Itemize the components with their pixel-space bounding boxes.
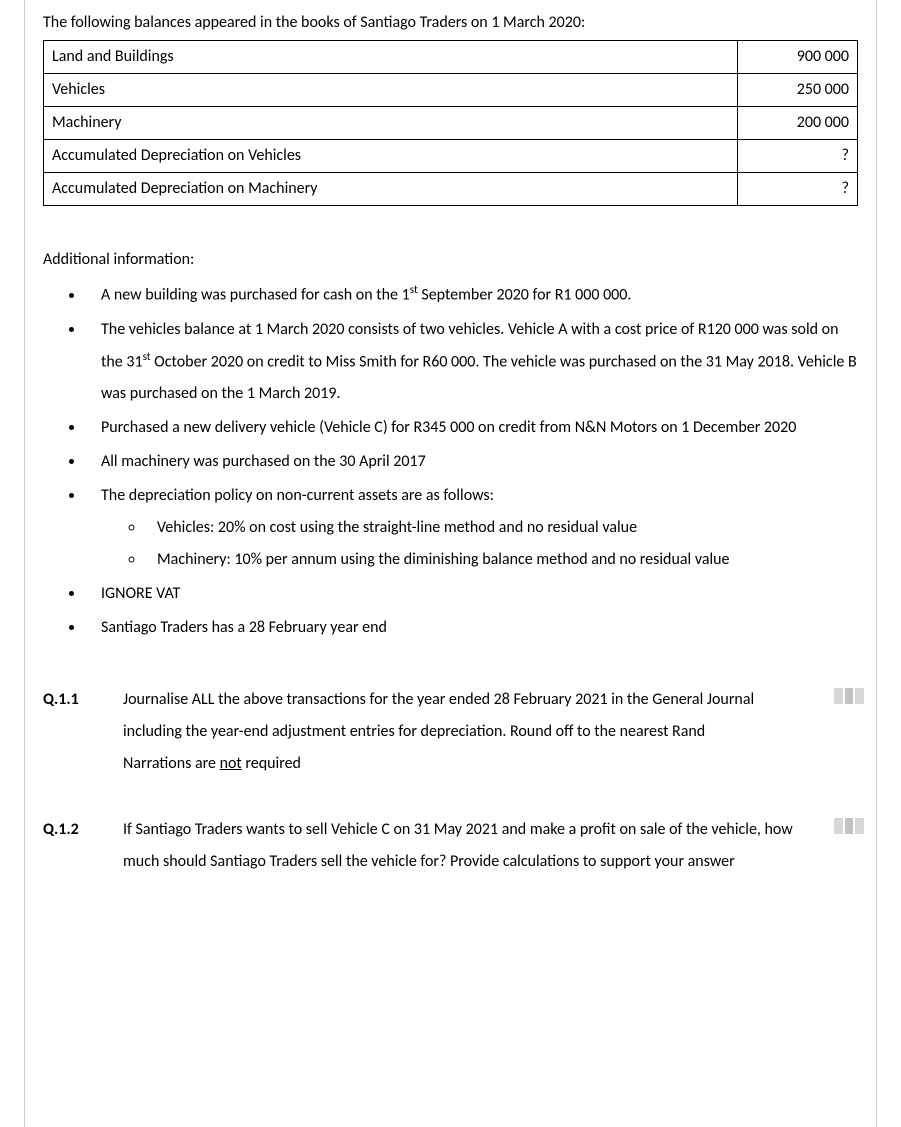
balance-value: 900 000 — [738, 41, 858, 74]
table-row: Accumulated Depreciation on Vehicles ? — [44, 140, 858, 173]
question-1-2: Q.1.2 If Santiago Traders wants to sell … — [43, 814, 858, 878]
table-row: Machinery 200 000 — [44, 107, 858, 140]
list-item: Machinery: 10% per annum using the dimin… — [145, 544, 858, 576]
question-1-1: Q.1.1 Journalise ALL the above transacti… — [43, 684, 858, 780]
list-text: September 2020 for R1 000 000. — [418, 286, 632, 305]
balance-label: Accumulated Depreciation on Vehicles — [44, 140, 738, 173]
table-row: Accumulated Depreciation on Machinery ? — [44, 173, 858, 206]
list-item: Santiago Traders has a 28 February year … — [85, 612, 858, 644]
balances-table: Land and Buildings 900 000 Vehicles 250 … — [43, 40, 858, 206]
ordinal-sup: st — [143, 350, 151, 364]
list-item: IGNORE VAT — [85, 578, 858, 610]
balance-label: Machinery — [44, 107, 738, 140]
intro-text: The following balances appeared in the b… — [43, 12, 858, 34]
list-item: Purchased a new delivery vehicle (Vehicl… — [85, 412, 858, 444]
list-text: The depreciation policy on non-current a… — [101, 486, 494, 505]
redacted-marks — [834, 818, 864, 834]
list-item: The depreciation policy on non-current a… — [85, 480, 858, 576]
balance-value: 250 000 — [738, 74, 858, 107]
question-label: Q.1.2 — [43, 814, 103, 878]
list-item: The vehicles balance at 1 March 2020 con… — [85, 314, 858, 410]
redacted-marks — [834, 688, 864, 704]
balance-value: 200 000 — [738, 107, 858, 140]
list-item: Vehicles: 20% on cost using the straight… — [145, 512, 858, 544]
sub-list: Vehicles: 20% on cost using the straight… — [101, 512, 858, 576]
balance-label: Land and Buildings — [44, 41, 738, 74]
question-text: Journalise ALL the above transactions fo… — [123, 690, 754, 741]
question-body: Journalise ALL the above transactions fo… — [123, 684, 858, 780]
balances-tbody: Land and Buildings 900 000 Vehicles 250 … — [44, 41, 858, 206]
underlined-text: not — [220, 754, 242, 773]
additional-info-heading: Additional information: — [43, 250, 858, 269]
question-text: Narrations are — [123, 754, 220, 773]
balance-label: Vehicles — [44, 74, 738, 107]
question-text: required — [242, 754, 301, 773]
list-item: All machinery was purchased on the 30 Ap… — [85, 446, 858, 478]
balance-value: ? — [738, 140, 858, 173]
list-text: October 2020 on credit to Miss Smith for… — [101, 352, 857, 403]
table-row: Vehicles 250 000 — [44, 74, 858, 107]
balance-label: Accumulated Depreciation on Machinery — [44, 173, 738, 206]
table-row: Land and Buildings 900 000 — [44, 41, 858, 74]
balance-value: ? — [738, 173, 858, 206]
additional-info-list: A new building was purchased for cash on… — [43, 279, 858, 644]
list-item: A new building was purchased for cash on… — [85, 279, 858, 311]
list-text: A new building was purchased for cash on… — [101, 286, 410, 305]
ordinal-sup: st — [410, 283, 418, 297]
document-page: The following balances appeared in the b… — [24, 0, 877, 1127]
question-label: Q.1.1 — [43, 684, 103, 780]
question-body: If Santiago Traders wants to sell Vehicl… — [123, 814, 858, 878]
